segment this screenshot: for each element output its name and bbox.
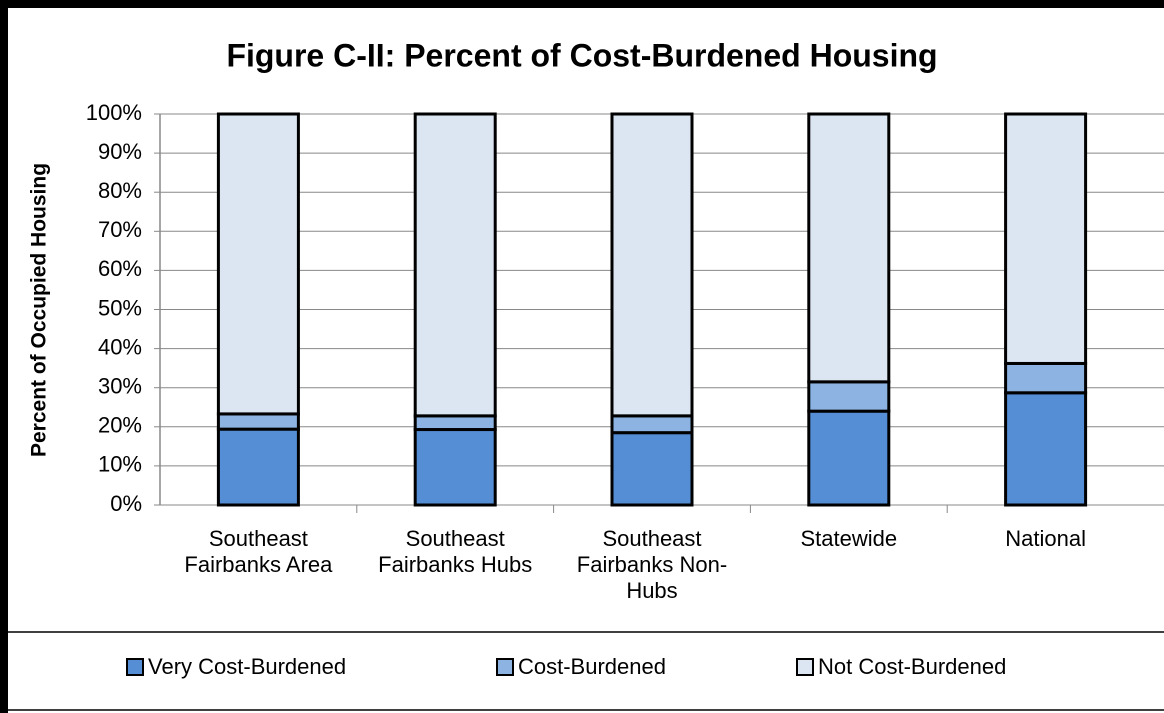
y-tick-label: 70%: [98, 217, 142, 242]
legend-label: Cost-Burdened: [518, 654, 666, 679]
bar-segment: [413, 414, 497, 432]
bar-segment: [610, 431, 694, 507]
x-tick-label: Southeast Fairbanks Non-Hubs: [576, 526, 728, 603]
bar-segment: [413, 112, 497, 418]
chart-title: Figure C-II: Percent of Cost-Burdened Ho…: [226, 37, 937, 73]
bar-segment: [610, 112, 694, 418]
y-tick-label: 100%: [86, 100, 142, 125]
y-tick-label: 0%: [110, 491, 142, 516]
bar-segment: [216, 427, 300, 507]
y-tick-label: 50%: [98, 295, 142, 320]
legend-swatch: [126, 658, 144, 676]
y-tick-label: 40%: [98, 334, 142, 359]
y-axis-label: Percent of Occupied Housing: [28, 163, 51, 457]
legend-swatch: [496, 658, 514, 676]
legend-swatch: [796, 658, 814, 676]
bar-segment: [413, 428, 497, 507]
bar-segment: [1004, 391, 1088, 507]
bar-segment: [1004, 361, 1088, 395]
bar-segment: [807, 380, 891, 413]
y-tick-label: 90%: [98, 139, 142, 164]
frame-left: [0, 0, 8, 713]
legend-label: Very Cost-Burdened: [148, 654, 346, 679]
legend-label: Not Cost-Burdened: [818, 654, 1006, 679]
bar-segment: [216, 112, 300, 416]
x-tick-label: Southeast Fairbanks Hubs: [378, 526, 533, 577]
frame-top: [0, 0, 1164, 8]
x-tick-label: National: [1005, 526, 1086, 551]
y-tick-label: 30%: [98, 374, 142, 399]
x-tick-label: Statewide: [800, 526, 898, 551]
bar-segment: [610, 414, 694, 435]
bar-segment: [216, 412, 300, 431]
y-tick-label: 80%: [98, 178, 142, 203]
bar-segment: [807, 409, 891, 507]
y-tick-label: 60%: [98, 256, 142, 281]
bar-segment: [1004, 112, 1088, 365]
x-tick-label: Southeast Fairbanks Area: [184, 526, 333, 577]
y-tick-label: 20%: [98, 413, 142, 438]
y-tick-label: 10%: [98, 452, 142, 477]
bar-segment: [807, 112, 891, 384]
